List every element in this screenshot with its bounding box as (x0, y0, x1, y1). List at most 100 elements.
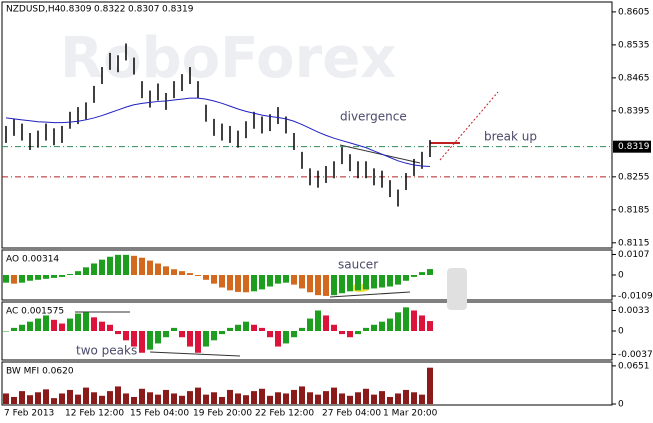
histogram-bar (299, 327, 305, 331)
histogram-bar (243, 275, 249, 293)
histogram-bar (131, 331, 137, 347)
histogram-bar (195, 331, 201, 353)
histogram-bar (83, 267, 89, 275)
histogram-bar (243, 321, 249, 331)
histogram-bar (99, 395, 105, 404)
histogram-bar (291, 389, 297, 404)
histogram-bar (27, 395, 33, 404)
histogram-bar (147, 260, 153, 275)
histogram-bar (251, 391, 257, 404)
histogram-bar (99, 321, 105, 331)
annotation: divergence (340, 110, 407, 124)
histogram-bar (347, 331, 353, 338)
histogram-bar (219, 396, 225, 404)
histogram-bar (283, 331, 289, 344)
histogram-bar (259, 388, 265, 404)
histogram-bar (211, 331, 217, 341)
y-tick-label: 0.8465 (618, 73, 650, 83)
histogram-bar (323, 275, 329, 296)
y-tick-label: 0.0033 (618, 306, 650, 316)
histogram-bar (67, 389, 73, 404)
x-tick-label: 22 Feb 12:00 (255, 409, 314, 419)
y-tick-label: 0.8395 (618, 106, 650, 116)
histogram-bar (355, 331, 361, 335)
histogram-bar (3, 393, 9, 404)
histogram-bar (75, 271, 81, 275)
histogram-bar (387, 396, 393, 404)
x-tick-label: 27 Feb 04:00 (322, 409, 381, 419)
histogram-bar (267, 275, 273, 287)
histogram-bar (179, 271, 185, 275)
histogram-bar (243, 395, 249, 404)
histogram-bar (307, 318, 313, 331)
histogram-bar (107, 324, 113, 331)
current-price: 0.8319 (618, 142, 650, 152)
y-tick-label: -0.01093 (618, 291, 653, 301)
annotation: two peaks (76, 344, 137, 358)
histogram-bar (283, 393, 289, 404)
histogram-bar (139, 388, 145, 404)
histogram-bar (331, 387, 337, 404)
x-tick-label: 7 Feb 2013 (4, 409, 54, 419)
histogram-bar (339, 331, 345, 335)
histogram-bar (131, 255, 137, 275)
histogram-bar (379, 391, 385, 404)
histogram-bar (147, 392, 153, 404)
histogram-bar (211, 275, 217, 284)
histogram-bar (379, 275, 385, 288)
histogram-bar (27, 321, 33, 331)
histogram-bar (163, 331, 169, 338)
histogram-bar (339, 393, 345, 404)
histogram-bar (203, 331, 209, 347)
histogram-bar (419, 272, 425, 275)
histogram-bar (43, 315, 49, 331)
histogram-bar (251, 324, 257, 331)
histogram-bar (395, 275, 401, 285)
histogram-bar (35, 392, 41, 404)
histogram-bar (19, 391, 25, 404)
histogram-bar (19, 275, 25, 283)
histogram-bar (427, 269, 433, 275)
histogram-bar (251, 275, 257, 292)
indicator-label: AC 0.001575 (6, 307, 64, 317)
histogram-bar (235, 393, 241, 404)
ohlc-value: 0.8309 (60, 5, 92, 15)
histogram-bar (147, 331, 153, 350)
y-tick-label: 0 (618, 271, 624, 281)
histogram-bar (187, 391, 193, 404)
y-tick-label: 0.8185 (618, 205, 650, 215)
histogram-bar (123, 393, 129, 404)
histogram-bar (59, 275, 65, 277)
histogram-bar (203, 394, 209, 404)
histogram-bar (195, 387, 201, 404)
histogram-bar (163, 389, 169, 404)
histogram-bar (275, 392, 281, 404)
histogram-bar (419, 315, 425, 331)
x-tick-label: 19 Feb 20:00 (193, 409, 252, 419)
ohlc-value: 0.8322 (94, 5, 126, 15)
indicator-label: BW MFI 0.0620 (6, 367, 74, 377)
histogram-bar (371, 394, 377, 404)
histogram-bar (155, 394, 161, 404)
histogram-bar (11, 327, 17, 331)
histogram-bar (43, 275, 49, 279)
histogram-bar (171, 327, 177, 331)
ohlc-value: 0.8307 (128, 5, 160, 15)
histogram-bar (267, 331, 273, 338)
histogram-bar (395, 312, 401, 331)
histogram-bar (171, 393, 177, 404)
histogram-bar (115, 331, 121, 335)
histogram-bar (307, 275, 313, 293)
histogram-bar (291, 331, 297, 338)
y-tick-label: 0 (618, 400, 624, 410)
histogram-bar (259, 275, 265, 290)
watermark: RoboForex (60, 26, 396, 91)
histogram-bar (395, 393, 401, 404)
histogram-bar (427, 321, 433, 331)
histogram-bar (195, 275, 201, 276)
histogram-bar (83, 387, 89, 404)
histogram-bar (235, 324, 241, 331)
histogram-bar (219, 275, 225, 288)
histogram-bar (179, 395, 185, 404)
price-box (613, 140, 651, 153)
